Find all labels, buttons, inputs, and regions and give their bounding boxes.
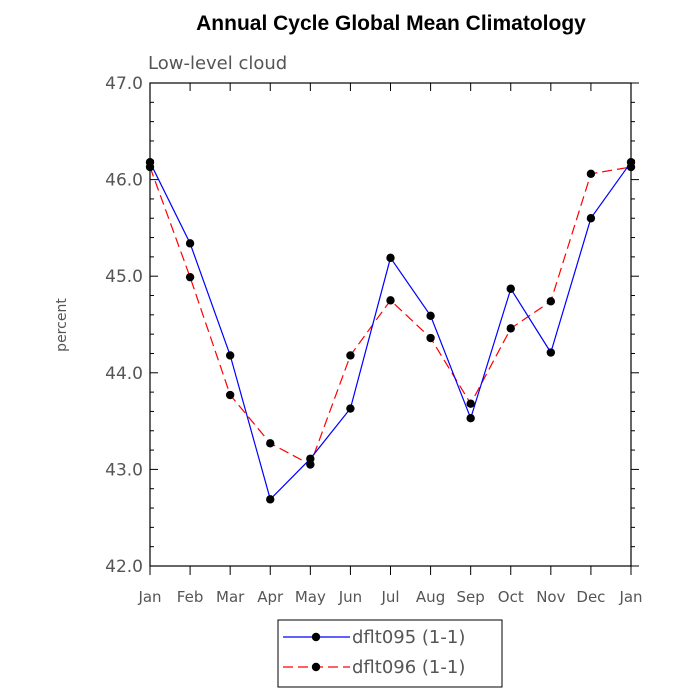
series-2-point bbox=[586, 169, 596, 179]
x-tick-label: Dec bbox=[576, 588, 605, 606]
legend-marker-dflt096 bbox=[311, 662, 321, 672]
y-tick-label: 42.0 bbox=[105, 557, 143, 577]
series-2-point bbox=[506, 324, 515, 333]
y-tick-label: 44.0 bbox=[105, 364, 143, 384]
chart-title: Annual Cycle Global Mean Climatology bbox=[196, 12, 586, 35]
y-tick-label: 46.0 bbox=[105, 171, 143, 191]
y-tick-labels: 42.0 43.0 44.0 45.0 46.0 47.0 bbox=[105, 74, 143, 577]
legend-label-dflt096: dflt096 (1-1) bbox=[352, 657, 465, 678]
x-tick-label: Jan bbox=[137, 588, 161, 606]
series-1-point bbox=[586, 214, 596, 223]
legend-box bbox=[277, 619, 503, 688]
x-tick-label: Feb bbox=[177, 588, 204, 606]
axis-ticks bbox=[149, 82, 639, 575]
series-2-point bbox=[546, 297, 556, 306]
chart-subtitle: Low-level cloud bbox=[148, 53, 287, 74]
legend: dflt095 (1-1) dflt096 (1-1) bbox=[277, 619, 503, 688]
series-line-1 bbox=[149, 161, 632, 501]
series-layer bbox=[145, 158, 636, 504]
x-tick-label: Sep bbox=[457, 588, 485, 606]
y-axis-label: percent bbox=[54, 298, 70, 352]
legend-marker-dflt095 bbox=[311, 632, 321, 642]
x-tick-label: Apr bbox=[257, 588, 284, 606]
series-2-point bbox=[346, 351, 355, 360]
series-1-point bbox=[506, 284, 515, 293]
series-1-point bbox=[386, 253, 395, 263]
y-tick-label: 43.0 bbox=[105, 460, 143, 480]
x-tick-label: Jan bbox=[618, 588, 642, 606]
x-tick-label: Mar bbox=[216, 588, 245, 606]
series-1-point bbox=[546, 348, 556, 357]
series-1-point bbox=[346, 404, 355, 413]
series-1-point bbox=[306, 454, 315, 463]
x-tick-label: Jul bbox=[380, 588, 399, 606]
series-2-point bbox=[626, 162, 636, 172]
series-2-point bbox=[266, 439, 275, 448]
x-tick-label: Oct bbox=[498, 588, 524, 606]
legend-label-dflt095: dflt095 (1-1) bbox=[352, 627, 465, 648]
x-tick-labels: Jan Feb Mar Apr May Jun Jul Aug Sep Oct Nov Dec Jan bbox=[137, 588, 642, 606]
series-1-point bbox=[266, 495, 275, 504]
series-1-point bbox=[466, 414, 475, 423]
y-tick-label: 45.0 bbox=[105, 267, 143, 287]
y-tick-label: 47.0 bbox=[105, 74, 143, 94]
series-2-point bbox=[426, 333, 435, 343]
series-1-point bbox=[225, 351, 235, 360]
x-tick-label: Aug bbox=[416, 588, 445, 606]
series-2-point bbox=[466, 399, 475, 408]
series-line-2 bbox=[149, 166, 632, 466]
x-tick-label: Nov bbox=[536, 588, 565, 606]
x-tick-label: Jun bbox=[338, 588, 362, 606]
series-2-point bbox=[145, 162, 155, 172]
series-2-point bbox=[306, 460, 315, 469]
x-tick-label: May bbox=[295, 588, 326, 606]
series-2-point bbox=[185, 272, 195, 282]
series-1-point bbox=[185, 239, 195, 248]
series-1-point bbox=[426, 311, 435, 321]
series-2-point bbox=[386, 296, 395, 305]
series-2-point bbox=[225, 390, 235, 400]
